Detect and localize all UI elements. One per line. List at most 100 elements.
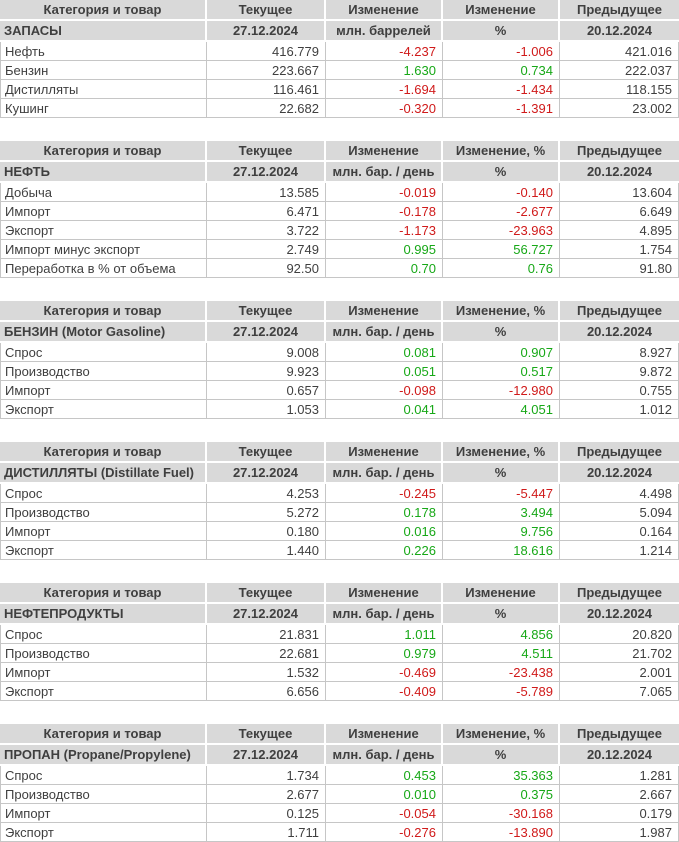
table-row: Производство 5.272 0.178 3.494 5.094 (0, 503, 679, 522)
previous-date: 20.12.2024 (560, 745, 679, 766)
table-row: Импорт 0.180 0.016 9.756 0.164 (0, 522, 679, 541)
current-value: 4.253 (207, 484, 326, 503)
change-value: -0.019 (326, 183, 443, 202)
current-date: 27.12.2024 (207, 604, 326, 625)
change-value: 0.453 (326, 766, 443, 785)
col-header-current: Текущее (207, 442, 326, 463)
distillates-table: Категория и товар Текущее Изменение Изме… (0, 442, 679, 560)
column-header-row: Категория и товар Текущее Изменение Изме… (0, 442, 679, 463)
change-value: 0.081 (326, 343, 443, 362)
pct-unit: % (443, 463, 560, 484)
table-row: Экспорт 1.053 0.041 4.051 1.012 (0, 400, 679, 419)
change-pct-value: 18.616 (443, 541, 560, 560)
table-row: Кушинг 22.682 -0.320 -1.391 23.002 (0, 99, 679, 118)
col-header-change-pct: Изменение, % (443, 141, 560, 162)
col-header-previous: Предыдущее (560, 301, 679, 322)
change-value: 1.630 (326, 61, 443, 80)
col-header-change-pct: Изменение, % (443, 442, 560, 463)
change-pct-value: 3.494 (443, 503, 560, 522)
col-header-current: Текущее (207, 583, 326, 604)
change-value: -0.469 (326, 663, 443, 682)
column-header-row: Категория и товар Текущее Изменение Изме… (0, 0, 679, 21)
previous-date: 20.12.2024 (560, 463, 679, 484)
change-value: 0.70 (326, 259, 443, 278)
current-value: 22.682 (207, 99, 326, 118)
table-row: Импорт 6.471 -0.178 -2.677 6.649 (0, 202, 679, 221)
col-header-category: Категория и товар (0, 141, 207, 162)
change-unit: млн. бар. / день (326, 322, 443, 343)
table-row: Добыча 13.585 -0.019 -0.140 13.604 (0, 183, 679, 202)
row-label: Производство (0, 362, 207, 381)
change-value: 0.995 (326, 240, 443, 259)
current-value: 0.125 (207, 804, 326, 823)
table-title: НЕФТЕПРОДУКТЫ (0, 604, 207, 625)
col-header-change: Изменение (326, 442, 443, 463)
row-label: Импорт (0, 202, 207, 221)
previous-value: 1.214 (560, 541, 679, 560)
table-row: Спрос 21.831 1.011 4.856 20.820 (0, 625, 679, 644)
change-unit: млн. бар. / день (326, 604, 443, 625)
col-header-current: Текущее (207, 0, 326, 21)
col-header-previous: Предыдущее (560, 141, 679, 162)
pct-unit: % (443, 604, 560, 625)
row-label: Экспорт (0, 682, 207, 701)
previous-date: 20.12.2024 (560, 604, 679, 625)
change-pct-value: -2.677 (443, 202, 560, 221)
row-label: Импорт минус экспорт (0, 240, 207, 259)
col-header-category: Категория и товар (0, 724, 207, 745)
previous-value: 1.281 (560, 766, 679, 785)
subheader-row: НЕФТЕПРОДУКТЫ 27.12.2024 млн. бар. / ден… (0, 604, 679, 625)
change-pct-value: 0.907 (443, 343, 560, 362)
change-pct-value: -23.438 (443, 663, 560, 682)
current-value: 0.180 (207, 522, 326, 541)
current-date: 27.12.2024 (207, 322, 326, 343)
row-label: Производство (0, 503, 207, 522)
change-value: -1.694 (326, 80, 443, 99)
col-header-previous: Предыдущее (560, 583, 679, 604)
gasoline-table: Категория и товар Текущее Изменение Изме… (0, 301, 679, 419)
col-header-category: Категория и товар (0, 301, 207, 322)
table-row: Импорт 1.532 -0.469 -23.438 2.001 (0, 663, 679, 682)
previous-value: 1.754 (560, 240, 679, 259)
col-header-category: Категория и товар (0, 442, 207, 463)
col-header-change: Изменение (326, 0, 443, 21)
change-value: -0.178 (326, 202, 443, 221)
previous-date: 20.12.2024 (560, 162, 679, 183)
previous-value: 1.987 (560, 823, 679, 842)
col-header-change-pct: Изменение, % (443, 301, 560, 322)
table-row: Нефть 416.779 -4.237 -1.006 421.016 (0, 42, 679, 61)
change-pct-value: -1.434 (443, 80, 560, 99)
previous-value: 9.872 (560, 362, 679, 381)
table-title: ПРОПАН (Propane/Propylene) (0, 745, 207, 766)
current-value: 2.677 (207, 785, 326, 804)
change-pct-value: -1.006 (443, 42, 560, 61)
subheader-row: НЕФТЬ 27.12.2024 млн. бар. / день % 20.1… (0, 162, 679, 183)
row-label: Экспорт (0, 400, 207, 419)
previous-value: 13.604 (560, 183, 679, 202)
current-value: 1.734 (207, 766, 326, 785)
previous-value: 222.037 (560, 61, 679, 80)
change-value: 0.979 (326, 644, 443, 663)
change-value: -0.276 (326, 823, 443, 842)
current-date: 27.12.2024 (207, 21, 326, 42)
table-row: Производство 2.677 0.010 0.375 2.667 (0, 785, 679, 804)
col-header-change-pct: Изменение, % (443, 724, 560, 745)
current-date: 27.12.2024 (207, 745, 326, 766)
table-row: Экспорт 3.722 -1.173 -23.963 4.895 (0, 221, 679, 240)
table-title: ДИСТИЛЛЯТЫ (Distillate Fuel) (0, 463, 207, 484)
col-header-previous: Предыдущее (560, 0, 679, 21)
change-value: -0.320 (326, 99, 443, 118)
change-pct-value: 0.76 (443, 259, 560, 278)
previous-value: 0.179 (560, 804, 679, 823)
change-unit: млн. баррелей (326, 21, 443, 42)
previous-value: 7.065 (560, 682, 679, 701)
table-title: НЕФТЬ (0, 162, 207, 183)
pct-unit: % (443, 21, 560, 42)
current-value: 223.667 (207, 61, 326, 80)
row-label: Экспорт (0, 221, 207, 240)
change-value: 0.041 (326, 400, 443, 419)
change-unit: млн. бар. / день (326, 162, 443, 183)
current-value: 9.008 (207, 343, 326, 362)
table-row: Спрос 4.253 -0.245 -5.447 4.498 (0, 484, 679, 503)
change-pct-value: 4.051 (443, 400, 560, 419)
